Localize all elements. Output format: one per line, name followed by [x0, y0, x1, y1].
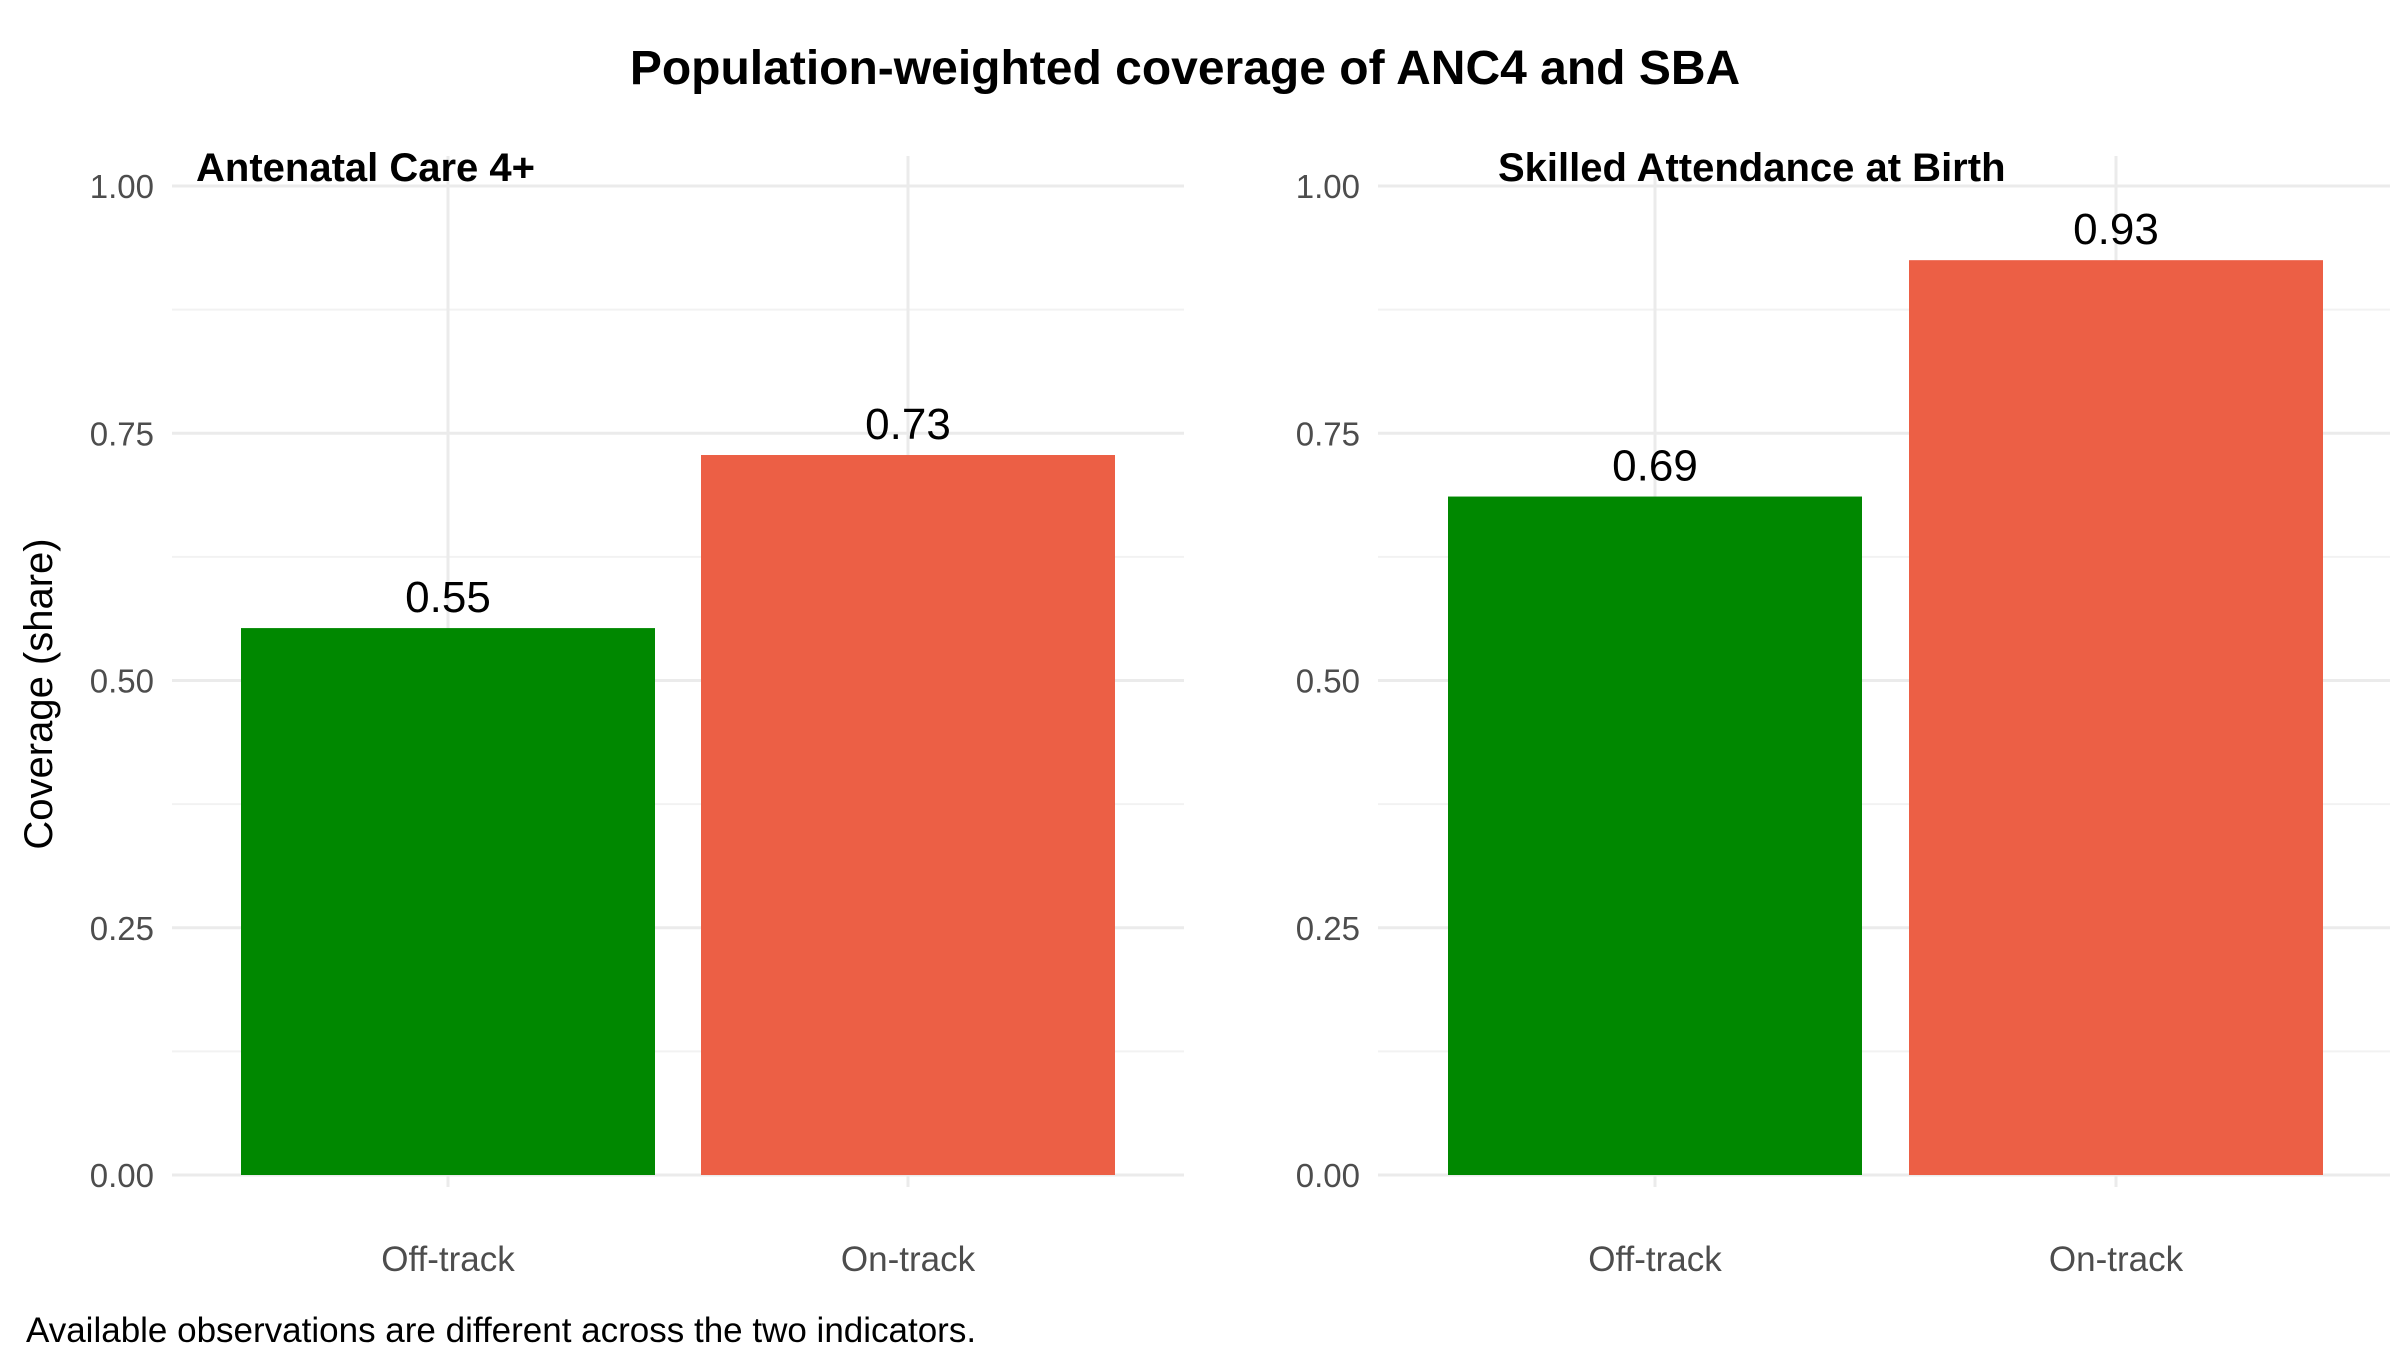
y-tick-label: 1.00: [90, 168, 154, 205]
bar-off-track: [241, 628, 655, 1175]
y-tick-label: 0.75: [1296, 415, 1360, 452]
panel-skilled-attendance: 0.00 0.25 0.50 0.75 1.00 0.69 Off-track 0.93 On-…: [1296, 146, 2390, 1279]
bar-on-track: [1909, 260, 2323, 1175]
y-tick-label: 0.00: [1296, 1157, 1360, 1194]
y-axis-title: Coverage (share): [17, 538, 61, 849]
bar-value-label: 0.73: [865, 400, 951, 449]
x-tick-label: Off-track: [1588, 1240, 1722, 1279]
y-tick-label: 1.00: [1296, 168, 1360, 205]
x-tick-label: On-track: [2049, 1240, 2184, 1279]
y-tick-label: 0.75: [90, 415, 154, 452]
panel-antenatal-care: 0.00 0.25 0.50 0.75 1.00 0.55 Off-track 0.73 On-…: [90, 146, 1184, 1279]
bar-value-label: 0.69: [1612, 442, 1698, 491]
x-tick-label: Off-track: [381, 1240, 515, 1279]
chart-caption: Available observations are different acr…: [26, 1311, 976, 1350]
bar-value-label: 0.93: [2073, 205, 2159, 254]
chart-title: Population-weighted coverage of ANC4 and…: [630, 42, 1740, 95]
y-tick-label: 0.25: [1296, 910, 1360, 947]
panel-title: Antenatal Care 4+: [196, 146, 535, 190]
y-tick-label: 0.00: [90, 1157, 154, 1194]
bar-value-label: 0.55: [405, 573, 491, 622]
panel-title: Skilled Attendance at Birth: [1498, 146, 2006, 190]
bar-off-track: [1448, 496, 1862, 1175]
bar-on-track: [701, 455, 1115, 1175]
y-tick-label: 0.50: [1296, 663, 1360, 700]
x-tick-label: On-track: [841, 1240, 976, 1279]
y-tick-label: 0.50: [90, 663, 154, 700]
y-tick-label: 0.25: [90, 910, 154, 947]
